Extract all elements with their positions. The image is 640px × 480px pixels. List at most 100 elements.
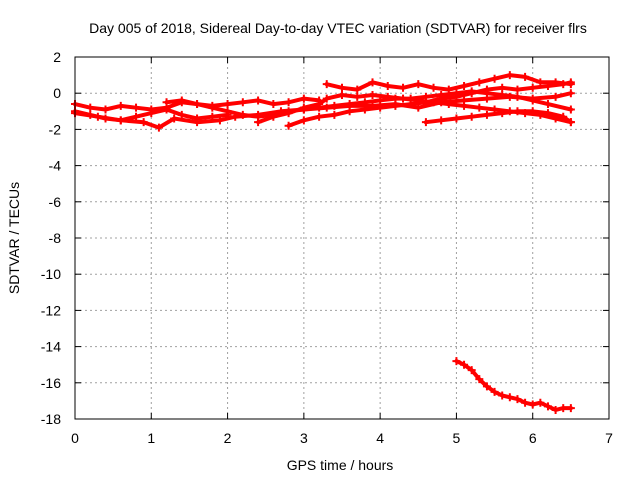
data-point [154,123,163,132]
data-point [299,116,308,125]
data-point [505,71,514,80]
data-point [559,112,568,121]
data-point [360,105,369,114]
data-point [284,109,293,118]
data-point [460,81,469,90]
x-axis-label: GPS time / hours [287,457,394,473]
x-tick-label: 1 [147,430,155,446]
data-point [467,89,476,98]
data-point [360,98,369,107]
data-point [338,83,346,92]
data-point [551,78,560,87]
data-point [444,85,453,94]
data-point [482,85,491,94]
data-point [132,112,141,121]
data-point [421,118,430,127]
data-point [513,92,522,101]
data-point [498,109,507,118]
data-point [437,116,446,125]
series-track-i [452,357,575,414]
data-point [513,395,522,404]
x-axis-ticks: 0 1 2 3 4 5 6 7 [71,57,613,446]
series-track-e [254,91,575,127]
data-point [467,366,476,375]
data-point [444,100,453,109]
data-point [86,103,95,112]
data-point [132,103,141,112]
data-point [559,404,568,413]
data-point [543,109,552,118]
data-point [177,110,186,119]
series-track-g [322,71,575,94]
x-tick-label: 5 [453,430,461,446]
data-point [490,387,499,396]
data-point [322,80,331,89]
data-point [460,101,469,110]
data-point [566,80,575,89]
data-point [322,94,331,103]
x-tick-label: 6 [529,430,537,446]
y-axis-label: SDTVAR / TECUs [6,182,22,294]
data-point [238,110,247,119]
data-point [528,107,537,116]
data-point [566,404,575,413]
data-point [177,96,186,105]
data-point [315,112,324,121]
y-tick-label: -12 [41,302,61,318]
data-point [254,96,263,105]
data-point [414,80,423,89]
data-point [566,89,575,98]
data-point [193,118,202,127]
data-point [467,112,476,121]
data-point [170,114,179,123]
data-point [528,96,537,105]
data-point [475,103,484,112]
data-point [376,103,385,112]
data-point [498,391,507,400]
series-line [454,359,573,412]
x-tick-label: 4 [376,430,384,446]
data-point [284,121,293,130]
data-point [330,110,339,119]
data-point [452,114,461,123]
data-point [429,83,438,92]
data-point [353,92,362,101]
data-point [215,116,224,125]
data-point [482,110,491,119]
data-point [368,78,377,87]
data-point [498,91,507,100]
y-tick-label: -4 [49,158,62,174]
y-tick-label: -18 [41,411,61,427]
data-point [299,94,308,103]
data-point [498,83,507,92]
y-tick-label: -2 [49,121,62,137]
data-point [391,101,400,110]
data-point [208,103,217,112]
data-point [566,118,575,127]
data-point [513,107,522,116]
y-tick-label: 2 [53,49,61,65]
data-point [528,83,537,92]
data-point [536,78,545,87]
data-point [475,78,484,87]
data-point [452,357,461,366]
data-point [93,112,102,121]
data-point [116,116,125,125]
data-point [482,382,491,391]
y-tick-label: -10 [41,266,61,282]
data-point [536,398,545,407]
data-point [284,98,293,107]
data-point [460,360,469,369]
x-tick-label: 2 [224,430,232,446]
data-point [269,112,278,121]
y-axis-ticks: 2 0 -2 -4 -6 -8 -10 -12 -14 -16 -18 [41,49,609,427]
data-point [353,85,362,94]
data-point [551,92,560,101]
data-point [421,98,430,107]
data-point [543,402,552,411]
data-point [238,98,247,107]
data-point [521,398,530,407]
data-point [223,107,232,116]
data-point [345,100,354,109]
